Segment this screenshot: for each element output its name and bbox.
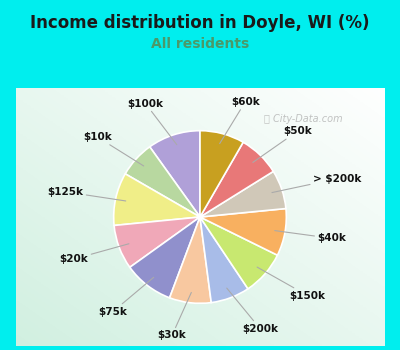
- Text: Income distribution in Doyle, WI (%): Income distribution in Doyle, WI (%): [30, 14, 370, 32]
- Text: $75k: $75k: [98, 277, 154, 316]
- Text: $40k: $40k: [275, 231, 346, 243]
- Text: $125k: $125k: [48, 187, 126, 201]
- Wedge shape: [200, 217, 248, 303]
- Wedge shape: [200, 131, 243, 217]
- Text: $150k: $150k: [257, 267, 326, 301]
- Text: $20k: $20k: [60, 244, 129, 264]
- Text: $10k: $10k: [83, 132, 144, 166]
- Text: $60k: $60k: [220, 97, 260, 144]
- Text: $200k: $200k: [227, 288, 278, 334]
- Wedge shape: [114, 217, 200, 267]
- Wedge shape: [200, 217, 278, 289]
- Wedge shape: [130, 217, 200, 298]
- Text: All residents: All residents: [151, 37, 249, 51]
- Wedge shape: [114, 174, 200, 225]
- Text: $50k: $50k: [253, 126, 312, 162]
- Text: $30k: $30k: [158, 293, 191, 340]
- Wedge shape: [150, 131, 200, 217]
- Wedge shape: [200, 142, 273, 217]
- Wedge shape: [125, 147, 200, 217]
- Text: > $200k: > $200k: [272, 174, 361, 192]
- Wedge shape: [170, 217, 211, 303]
- Wedge shape: [200, 209, 286, 255]
- Wedge shape: [200, 172, 286, 217]
- Text: $100k: $100k: [128, 99, 177, 145]
- Text: ⓘ City-Data.com: ⓘ City-Data.com: [264, 114, 342, 124]
